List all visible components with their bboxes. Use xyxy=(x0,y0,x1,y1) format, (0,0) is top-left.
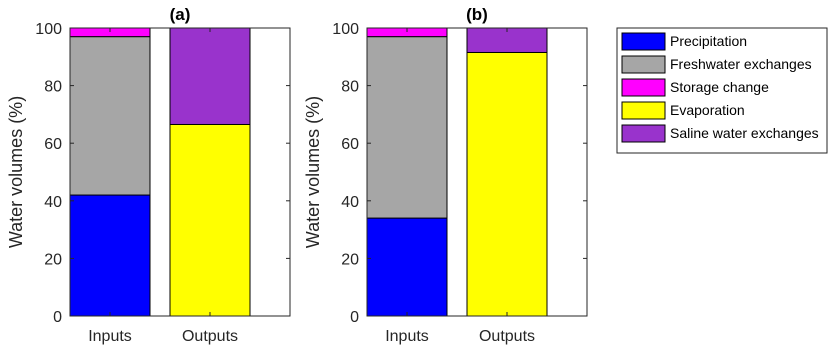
y-tick-label: 80 xyxy=(341,79,359,96)
y-tick-label: 100 xyxy=(332,21,359,38)
legend-swatch xyxy=(621,78,666,97)
axes-box xyxy=(366,27,588,317)
chart-panel-0: 0 20 40 60 80 100 Inputs Outputs (a) Water volume… xyxy=(6,5,291,345)
legend-swatch xyxy=(621,55,666,74)
legend-label: Precipitation xyxy=(670,33,747,49)
bar-segment-inputs-freshwater-exchanges xyxy=(366,36,448,219)
y-tick-label: 0 xyxy=(350,309,359,326)
legend-label: Storage change xyxy=(670,79,769,95)
x-tick-label-inputs: Inputs xyxy=(88,328,132,345)
legend-swatch xyxy=(621,124,666,143)
y-tick-label: 20 xyxy=(341,251,359,268)
y-axis-label: Water volumes (%) xyxy=(303,96,323,248)
x-tick-label-outputs: Outputs xyxy=(479,328,535,345)
y-tick-label: 40 xyxy=(341,194,359,211)
legend-label: Evaporation xyxy=(670,102,745,118)
y-tick-label: 80 xyxy=(44,79,62,96)
legend-swatch xyxy=(621,32,666,51)
y-tick-label: 0 xyxy=(53,309,62,326)
bar-segment-outputs-evaporation xyxy=(169,123,251,317)
legend-label: Freshwater exchanges xyxy=(670,56,812,72)
y-tick-label: 100 xyxy=(35,21,62,38)
bar-segment-inputs-precipitation xyxy=(69,194,151,317)
y-tick-label: 20 xyxy=(44,251,62,268)
y-tick-label: 60 xyxy=(341,136,359,153)
y-tick-label: 60 xyxy=(44,136,62,153)
chart-panel-1: 0 20 40 60 80 100 Inputs Outputs (b) Water volume… xyxy=(303,5,588,345)
bar-segment-outputs-saline-water-exchanges xyxy=(169,27,251,125)
bar-segment-inputs-precipitation xyxy=(366,217,448,317)
chart-title: (b) xyxy=(466,5,488,24)
legend-swatch xyxy=(621,101,666,120)
legend: Precipitation Freshwater exchanges Storage… xyxy=(616,27,828,154)
bar-segment-outputs-evaporation xyxy=(466,51,548,317)
x-tick-label-inputs: Inputs xyxy=(385,328,429,345)
y-axis-label: Water volumes (%) xyxy=(6,96,26,248)
chart-panels: 0 20 40 60 80 100 Inputs Outputs (a) Water volume… xyxy=(6,5,588,345)
x-tick-label-outputs: Outputs xyxy=(182,328,238,345)
legend-label: Saline water exchanges xyxy=(670,125,819,141)
y-tick-label: 40 xyxy=(44,194,62,211)
chart-title: (a) xyxy=(170,5,191,24)
bar-segment-inputs-freshwater-exchanges xyxy=(69,36,151,196)
axes-box xyxy=(69,27,291,317)
